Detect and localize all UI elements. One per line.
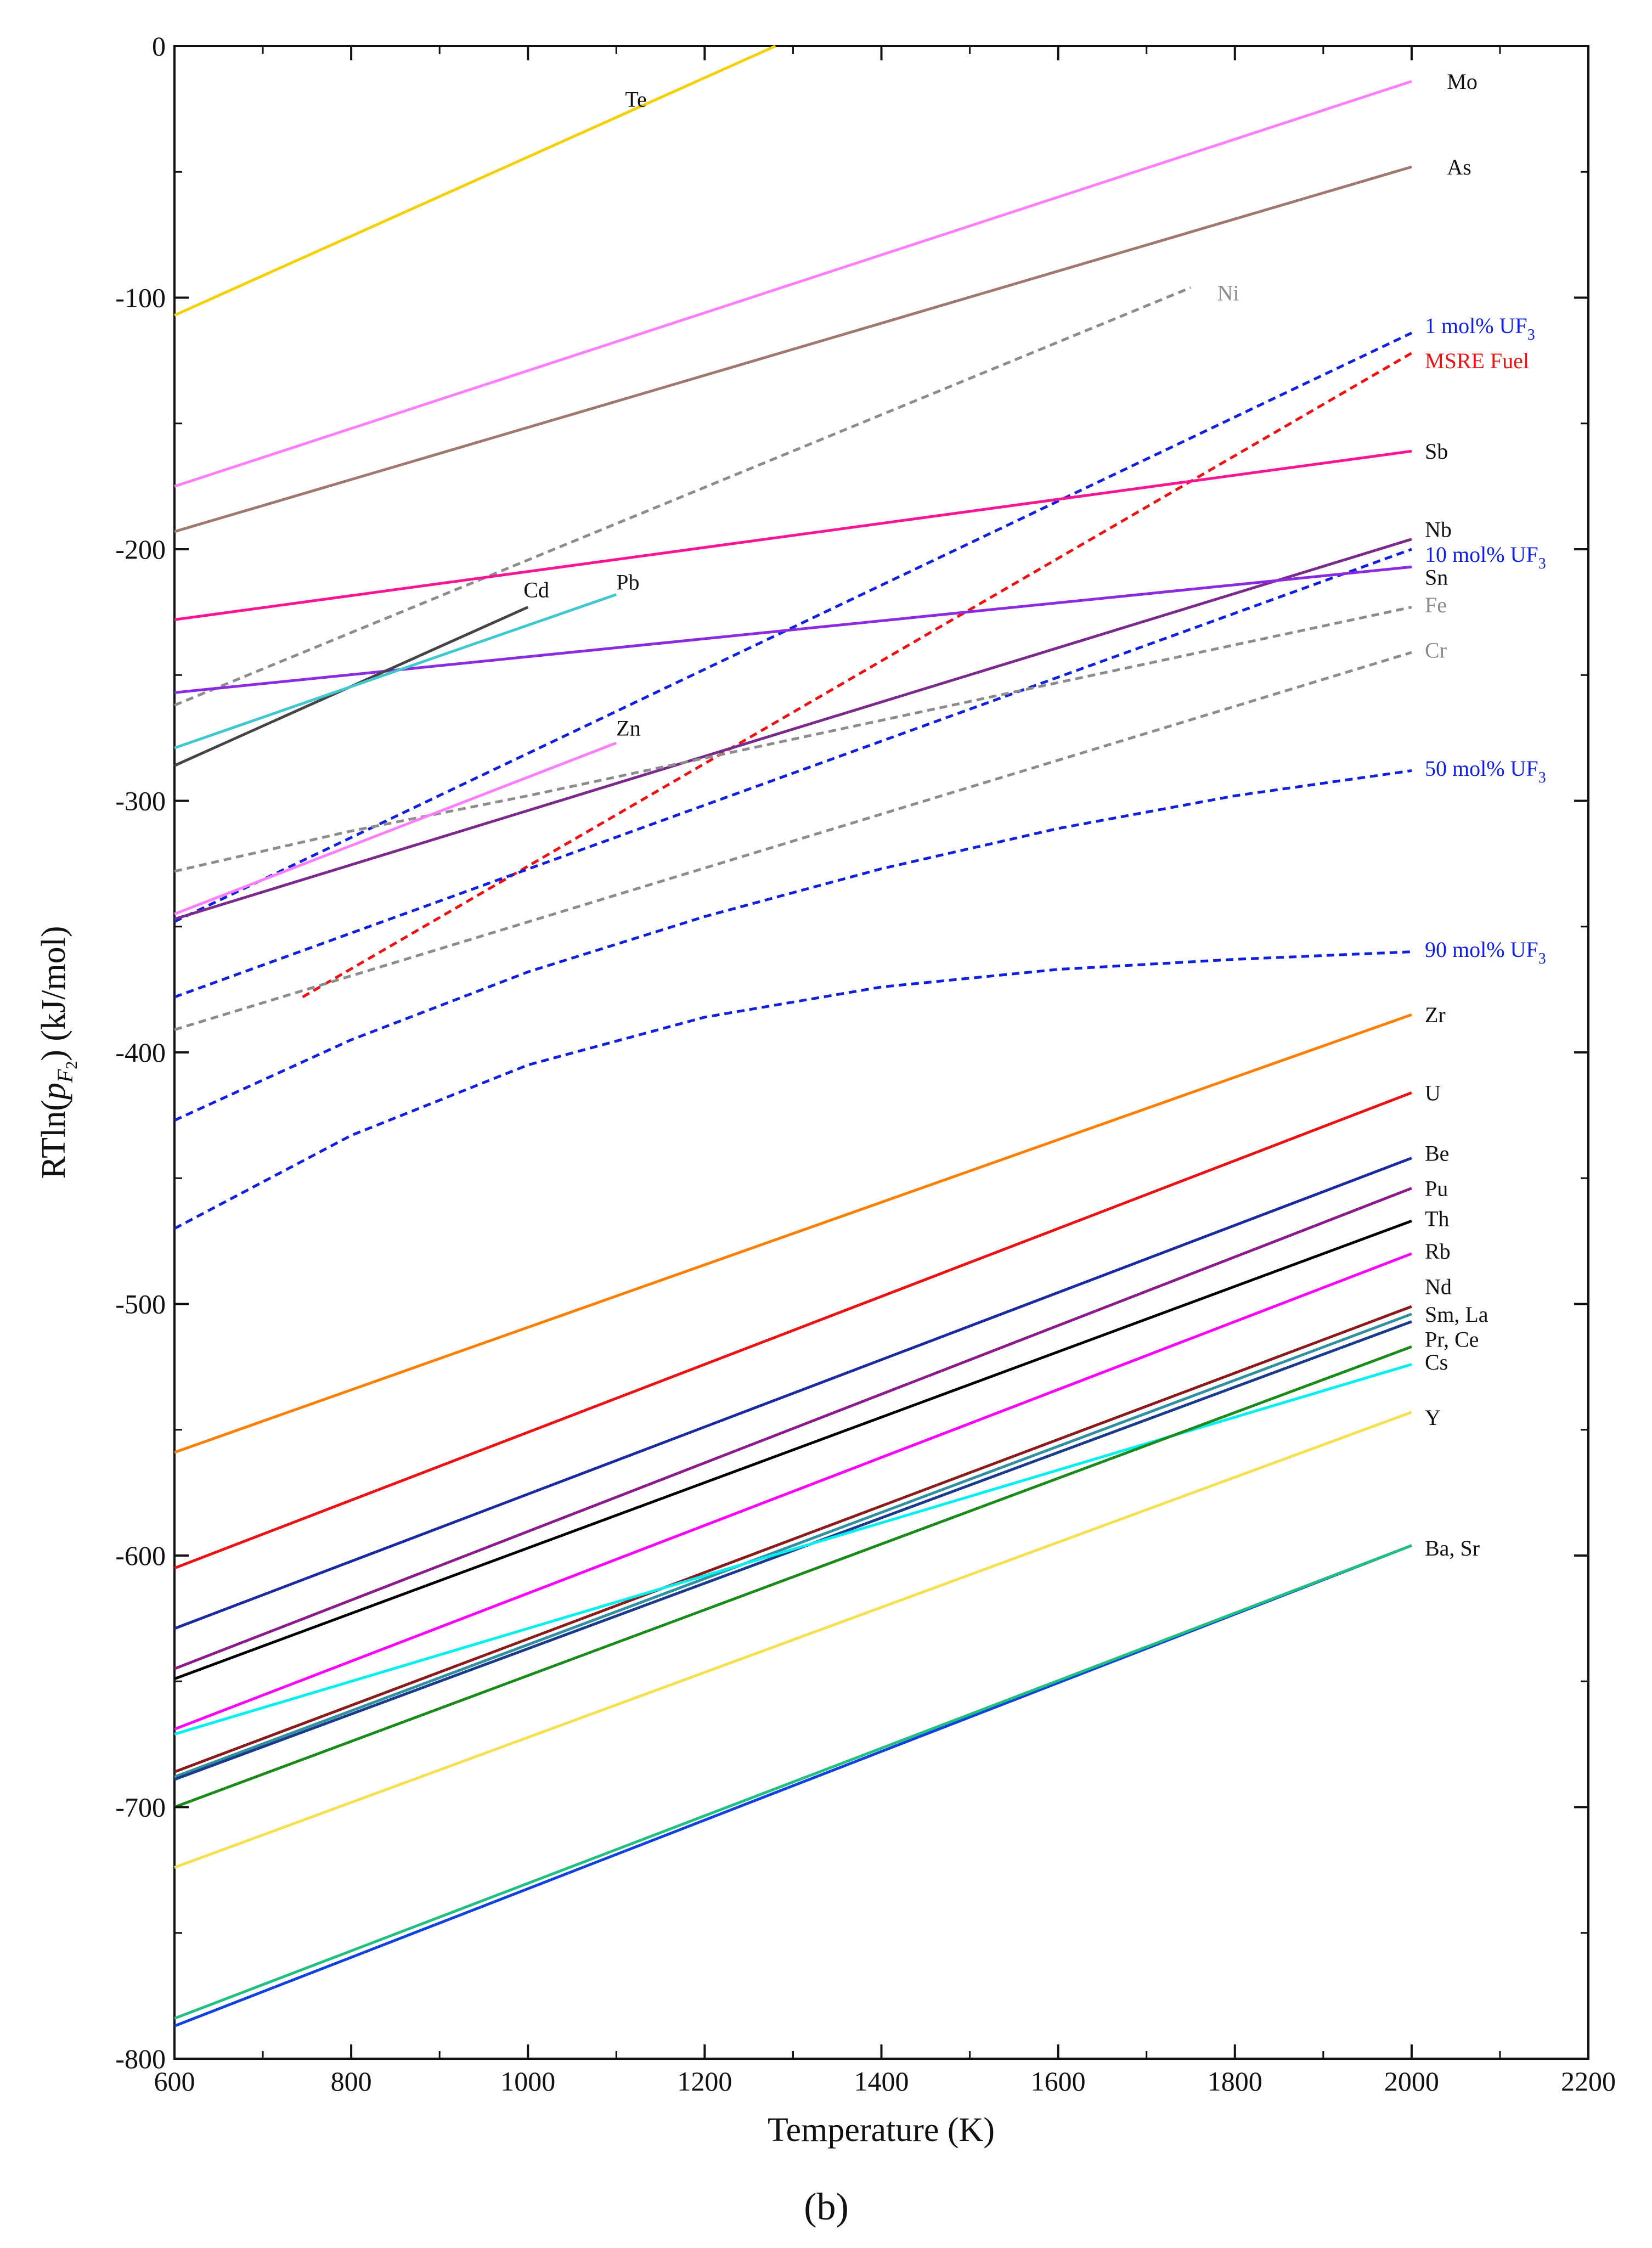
series-line-24 [174, 1305, 1412, 1773]
series-line-3 [174, 165, 1412, 533]
series-line-20 [174, 1157, 1412, 1630]
series-label-13: Cd [523, 577, 549, 602]
ticks-layer: 600 800 1000 1200 1400 1600 1800 2000 2200 0 -100 -… [115, 31, 1616, 2097]
x-tick-label: 1800 [1208, 2066, 1262, 2097]
y-axis-title: RTln(pF2) (kJ/mol) [35, 926, 81, 1179]
series-label-4: Ni [1217, 280, 1239, 305]
x-tick-label: 600 [154, 2066, 195, 2097]
series-label-24: Nd [1425, 1274, 1452, 1299]
series-layer [173, 44, 1413, 2027]
series-label-18: Zr [1425, 1002, 1446, 1027]
series-label-subscript: 3 [1527, 326, 1535, 343]
series-label-25: Sm, La [1425, 1302, 1489, 1327]
series-line-15 [174, 741, 617, 916]
x-tick-label: 800 [331, 2066, 372, 2097]
series-label-28: Y [1425, 1405, 1441, 1430]
series-label-19: U [1425, 1080, 1441, 1105]
series-label-12: Cr [1425, 638, 1447, 662]
series-label-26: Pr, Ce [1425, 1327, 1479, 1352]
series-line-2 [174, 80, 1412, 488]
series-line-31 [174, 1544, 1412, 2020]
series-line-14 [174, 593, 617, 750]
x-tick-label: 2000 [1384, 2066, 1439, 2097]
series-label-29: Ba, Sr [1425, 1536, 1480, 1560]
y-tick-label: 0 [152, 31, 166, 61]
y-tick-label: -100 [115, 283, 166, 313]
y-tick-label: -300 [115, 786, 166, 816]
series-label-20: Be [1425, 1141, 1449, 1165]
series-line-10 [174, 565, 1412, 694]
series-label-1: Te [625, 87, 646, 111]
series-line-12 [174, 651, 1412, 1032]
series-label-15: Zn [616, 716, 640, 741]
y-tick-label: -800 [115, 2043, 166, 2074]
series-label-21: Pu [1425, 1176, 1448, 1201]
series-line-29 [174, 1411, 1412, 1869]
series-line-11 [174, 606, 1412, 873]
series-line-19 [174, 1091, 1412, 1570]
x-tick-label: 1200 [677, 2066, 732, 2097]
series-label-23: Rb [1425, 1239, 1451, 1264]
y-tick-label: -600 [115, 1540, 166, 1571]
series-line-21 [174, 1187, 1412, 1670]
series-label-11: Fe [1425, 593, 1447, 617]
x-tick-label: 1400 [854, 2066, 909, 2097]
series-line-7 [174, 449, 1412, 621]
panel-label: (b) [804, 2186, 849, 2228]
series-label-6: MSRE Fuel [1425, 348, 1529, 373]
y-tick-label: -700 [115, 1792, 166, 1823]
series-label-7: Sb [1425, 439, 1448, 464]
x-tick-label: 1000 [500, 2066, 555, 2097]
series-line-23 [174, 1252, 1412, 1731]
series-line-5 [173, 331, 1412, 923]
x-axis-title: Temperature (K) [768, 2111, 995, 2149]
series-line-16 [173, 769, 1412, 1122]
series-line-9 [174, 548, 1412, 999]
series-label-14: Pb [616, 570, 639, 595]
series-label-subscript: 3 [1538, 769, 1546, 786]
x-tick-label: 1600 [1031, 2066, 1086, 2097]
y-tick-label: -400 [115, 1037, 166, 1068]
series-label-subscript: 3 [1538, 950, 1546, 967]
series-label-subscript: 3 [1538, 555, 1546, 572]
series-line-4 [174, 286, 1192, 707]
y-tick-label: -200 [115, 534, 166, 565]
series-line-22 [174, 1219, 1412, 1681]
y-tick-label: -500 [115, 1289, 166, 1320]
series-label-3: As [1447, 155, 1471, 179]
series-line-25 [174, 1312, 1412, 1778]
x-tick-label: 2200 [1561, 2066, 1616, 2097]
series-line-27 [174, 1363, 1412, 1736]
series-line-1 [173, 44, 776, 317]
series-label-10: Sn [1425, 565, 1448, 589]
series-line-8 [174, 538, 1412, 921]
series-label-8: Nb [1425, 517, 1452, 542]
series-label-2: Mo [1447, 69, 1478, 94]
series-line-17 [173, 950, 1412, 1230]
series-line-28 [174, 1345, 1412, 1808]
series-line-18 [174, 1013, 1412, 1454]
series-label-27: Cs [1425, 1350, 1448, 1374]
series-label-22: Th [1425, 1207, 1449, 1231]
